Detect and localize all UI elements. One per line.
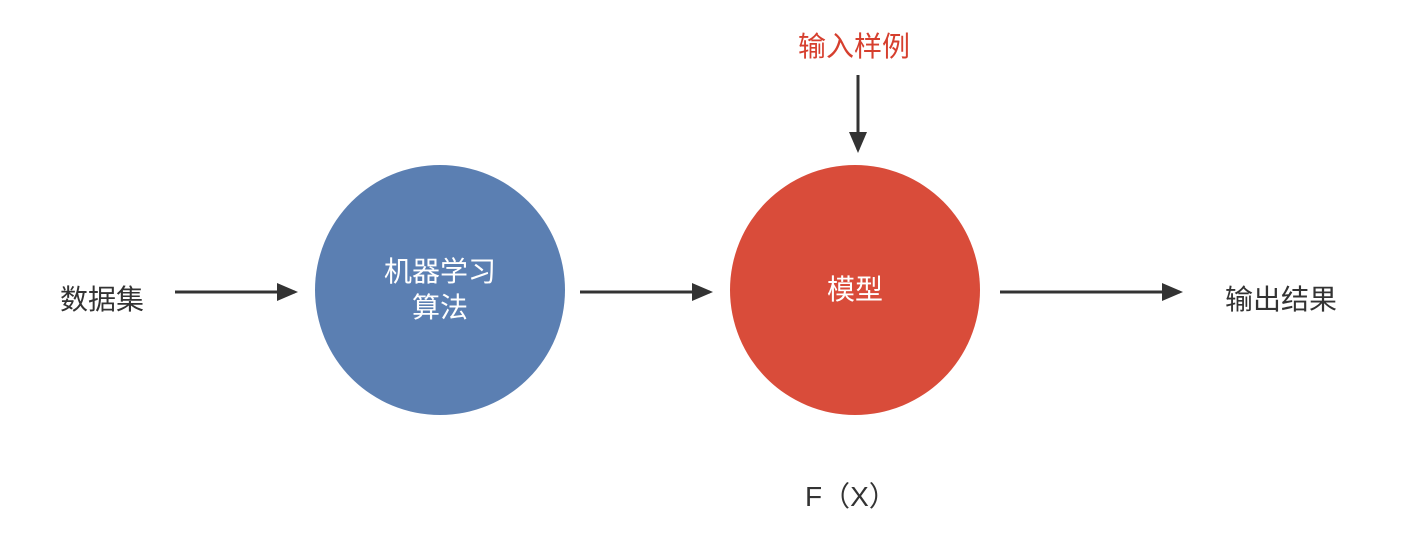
arrows-layer [0, 0, 1420, 554]
ml-flow-diagram: 数据集 机器学习算法 输入样例 模型 F（X） 输出结果 [0, 0, 1420, 554]
